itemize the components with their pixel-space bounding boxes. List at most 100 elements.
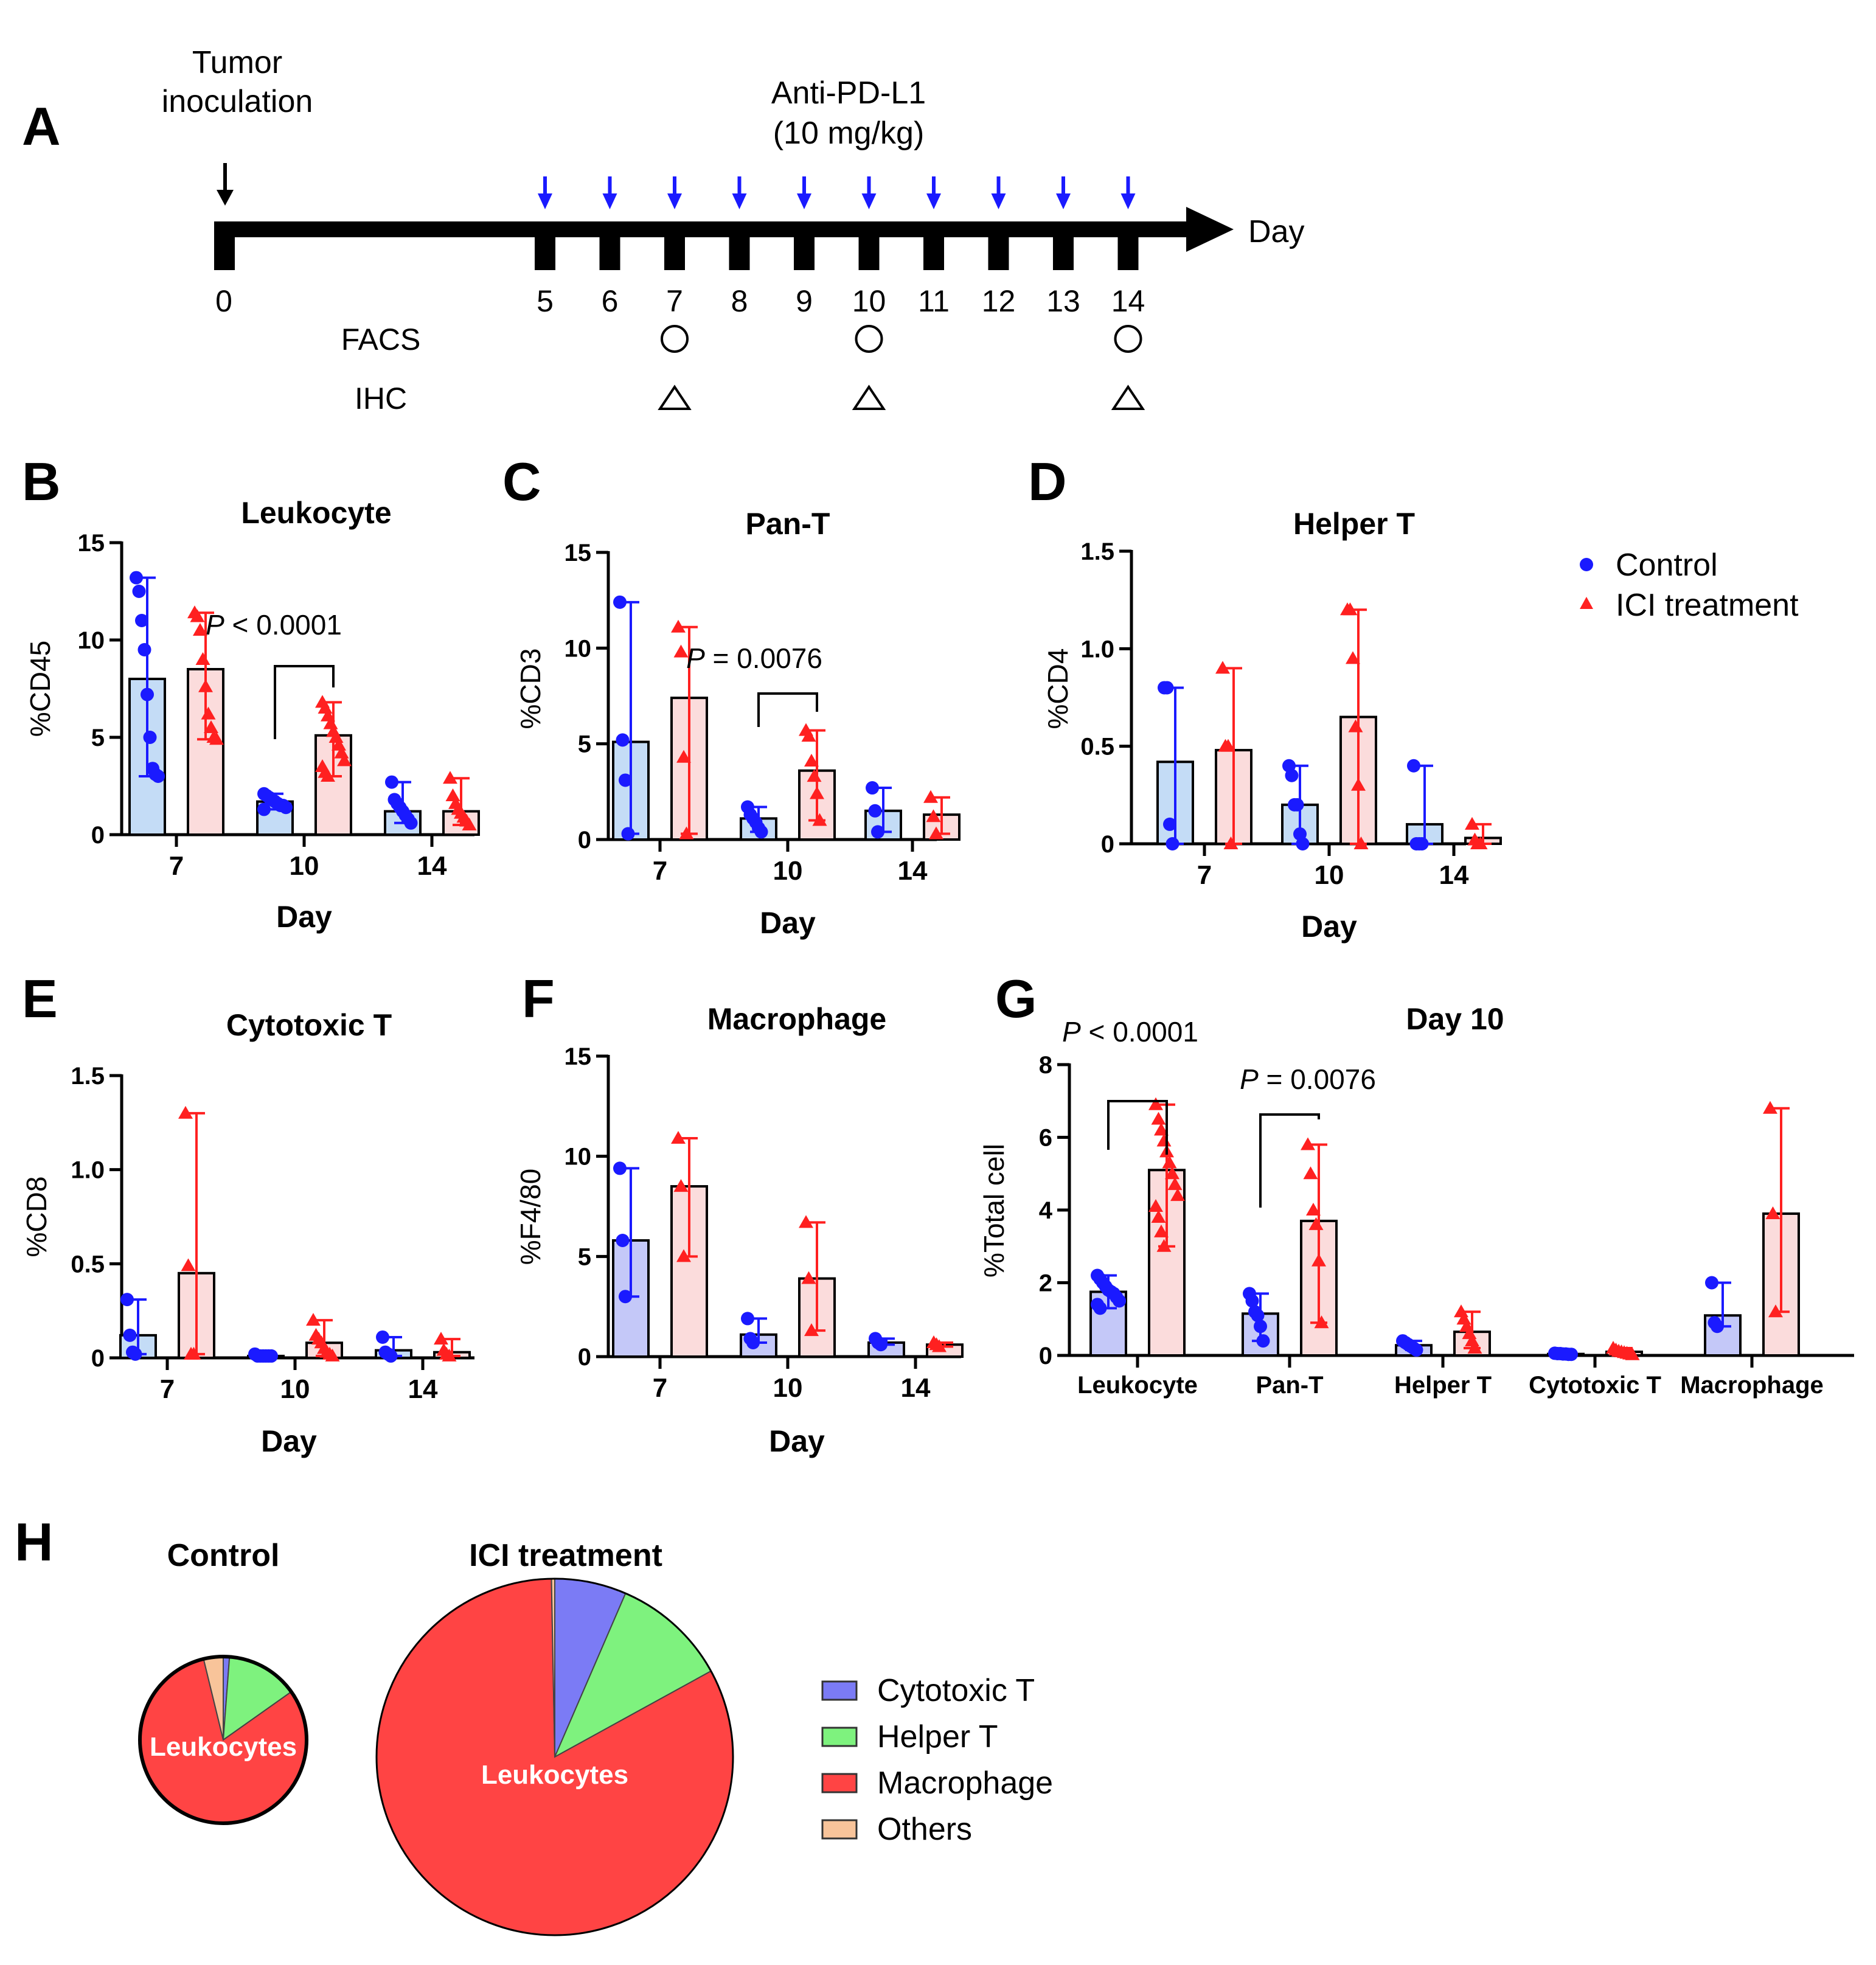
y-tick-label: 0 bbox=[578, 827, 591, 854]
tick-day-13 bbox=[1053, 221, 1074, 270]
dose-arrow-day-13 bbox=[1056, 176, 1071, 209]
pie-outline bbox=[375, 1577, 734, 1936]
dose-arrow-day-11 bbox=[926, 176, 941, 209]
ici-point bbox=[443, 771, 457, 784]
ihc-mark-day-10 bbox=[852, 384, 886, 410]
ici-point bbox=[186, 1346, 201, 1360]
ici-point bbox=[193, 623, 207, 636]
y-tick-label: 0 bbox=[91, 822, 105, 849]
x-tick-label: 7 bbox=[169, 851, 184, 881]
ici-point bbox=[1303, 1166, 1318, 1180]
control-point bbox=[1163, 817, 1176, 831]
ihc-row-label: IHC bbox=[355, 381, 407, 416]
control-point bbox=[746, 1335, 760, 1349]
tick-label-day-11: 11 bbox=[918, 284, 950, 318]
control-point bbox=[1415, 837, 1429, 850]
y-tick-label: 1.5 bbox=[1080, 538, 1114, 565]
control-point bbox=[130, 571, 143, 585]
ici-point bbox=[1148, 1097, 1163, 1110]
control-point bbox=[1093, 1301, 1107, 1315]
ici-point bbox=[1311, 1253, 1326, 1267]
ici-point bbox=[801, 1271, 816, 1284]
ici-point bbox=[1765, 1206, 1780, 1219]
facs-row-label: FACS bbox=[341, 322, 421, 356]
ici-point bbox=[1151, 1209, 1166, 1223]
tick-label-day-14: 14 bbox=[1111, 284, 1145, 318]
ici-point bbox=[1165, 1166, 1179, 1180]
drug-label-line1: Anti-PD-L1 bbox=[771, 75, 926, 111]
ici-point bbox=[434, 1332, 448, 1345]
significance-bracket bbox=[1107, 1100, 1168, 1155]
control-point bbox=[613, 595, 627, 609]
control-point bbox=[128, 1347, 142, 1361]
y-tick-label: 0 bbox=[1101, 831, 1114, 858]
x-axis-label: Day bbox=[769, 1424, 825, 1458]
tick-day-11 bbox=[923, 221, 944, 270]
control-point bbox=[1290, 798, 1304, 812]
chart-title: Helper T bbox=[1293, 507, 1415, 541]
control-point bbox=[1407, 759, 1420, 773]
dose-arrow-day-10 bbox=[861, 176, 877, 209]
x-tick-label: 14 bbox=[408, 1374, 438, 1404]
legend-swatch-others bbox=[821, 1819, 858, 1840]
chart-title: Leukocyte bbox=[241, 496, 391, 530]
control-point bbox=[619, 1290, 632, 1304]
control-point bbox=[1113, 1294, 1126, 1308]
control-point bbox=[1296, 837, 1310, 850]
panel-letter-e: E bbox=[22, 969, 58, 1029]
panel-f-chart: F Macrophage %F4/80 Day 0 5 10 15 7 10 14 bbox=[515, 969, 964, 1458]
legend-ici-label: ICI treatment bbox=[1616, 588, 1799, 623]
x-axis-label: Day bbox=[760, 906, 816, 940]
control-point bbox=[132, 585, 146, 598]
x-tick-label: 14 bbox=[898, 856, 928, 886]
pie-ici-center-label: Leukocytes bbox=[481, 1760, 628, 1790]
x-tick-label: 10 bbox=[773, 1373, 803, 1403]
control-point bbox=[874, 1338, 888, 1352]
ici-point bbox=[1763, 1101, 1777, 1114]
dose-arrow-day-7 bbox=[667, 176, 682, 209]
ici-point bbox=[1162, 1155, 1177, 1169]
ici-point bbox=[462, 818, 477, 830]
control-point bbox=[265, 1349, 278, 1363]
tick-label-day-0: 0 bbox=[215, 284, 232, 318]
pie-control-title: Control bbox=[167, 1538, 280, 1573]
control-point bbox=[1705, 1276, 1718, 1290]
chart-title: Pan-T bbox=[746, 507, 830, 541]
timeline-axis-label: Day bbox=[1248, 214, 1304, 249]
x-tick-label: 10 bbox=[1315, 860, 1344, 890]
p-value-label: P < 0.0001 bbox=[206, 609, 342, 641]
timeline-arrowhead bbox=[1186, 207, 1234, 252]
facs-mark-day-10 bbox=[855, 325, 883, 353]
ici-point bbox=[1154, 1122, 1169, 1136]
ici-point bbox=[1148, 1199, 1163, 1212]
control-point bbox=[868, 804, 882, 818]
ici-point bbox=[929, 826, 943, 840]
x-tick-label: 14 bbox=[417, 851, 447, 881]
x-tick-label: 7 bbox=[1197, 860, 1212, 890]
ici-point bbox=[1465, 816, 1479, 830]
control-point bbox=[1166, 837, 1179, 850]
tick-label-day-13: 13 bbox=[1046, 284, 1080, 318]
ici-point bbox=[671, 1131, 686, 1144]
inoculation-label-line2: inoculation bbox=[162, 84, 313, 119]
panel-b-chart: B Leukocyte %CD45 Day 0 5 10 15 7 10 14 P < 0.0001 bbox=[22, 451, 480, 934]
ici-point bbox=[676, 1249, 691, 1262]
ici-point bbox=[1154, 1224, 1169, 1237]
ici-point bbox=[1306, 1203, 1321, 1216]
control-point bbox=[619, 773, 632, 787]
tick-day-5 bbox=[535, 221, 555, 270]
y-tick-label: 0 bbox=[1039, 1343, 1052, 1369]
chart-title: Day 10 bbox=[1406, 1002, 1504, 1036]
ici-point bbox=[679, 826, 694, 840]
ici-point bbox=[1625, 1347, 1640, 1360]
ici-point bbox=[804, 753, 819, 767]
pie-control-center-label: Leukocytes bbox=[150, 1732, 297, 1762]
ici-point bbox=[1467, 1341, 1482, 1354]
tick-day-9 bbox=[794, 221, 815, 270]
y-tick-label: 1.0 bbox=[71, 1157, 105, 1184]
ici-point bbox=[1301, 1137, 1315, 1150]
y-tick-label: 2 bbox=[1039, 1270, 1052, 1297]
y-tick-label: 6 bbox=[1039, 1125, 1052, 1152]
tick-label-day-7: 7 bbox=[666, 284, 683, 318]
